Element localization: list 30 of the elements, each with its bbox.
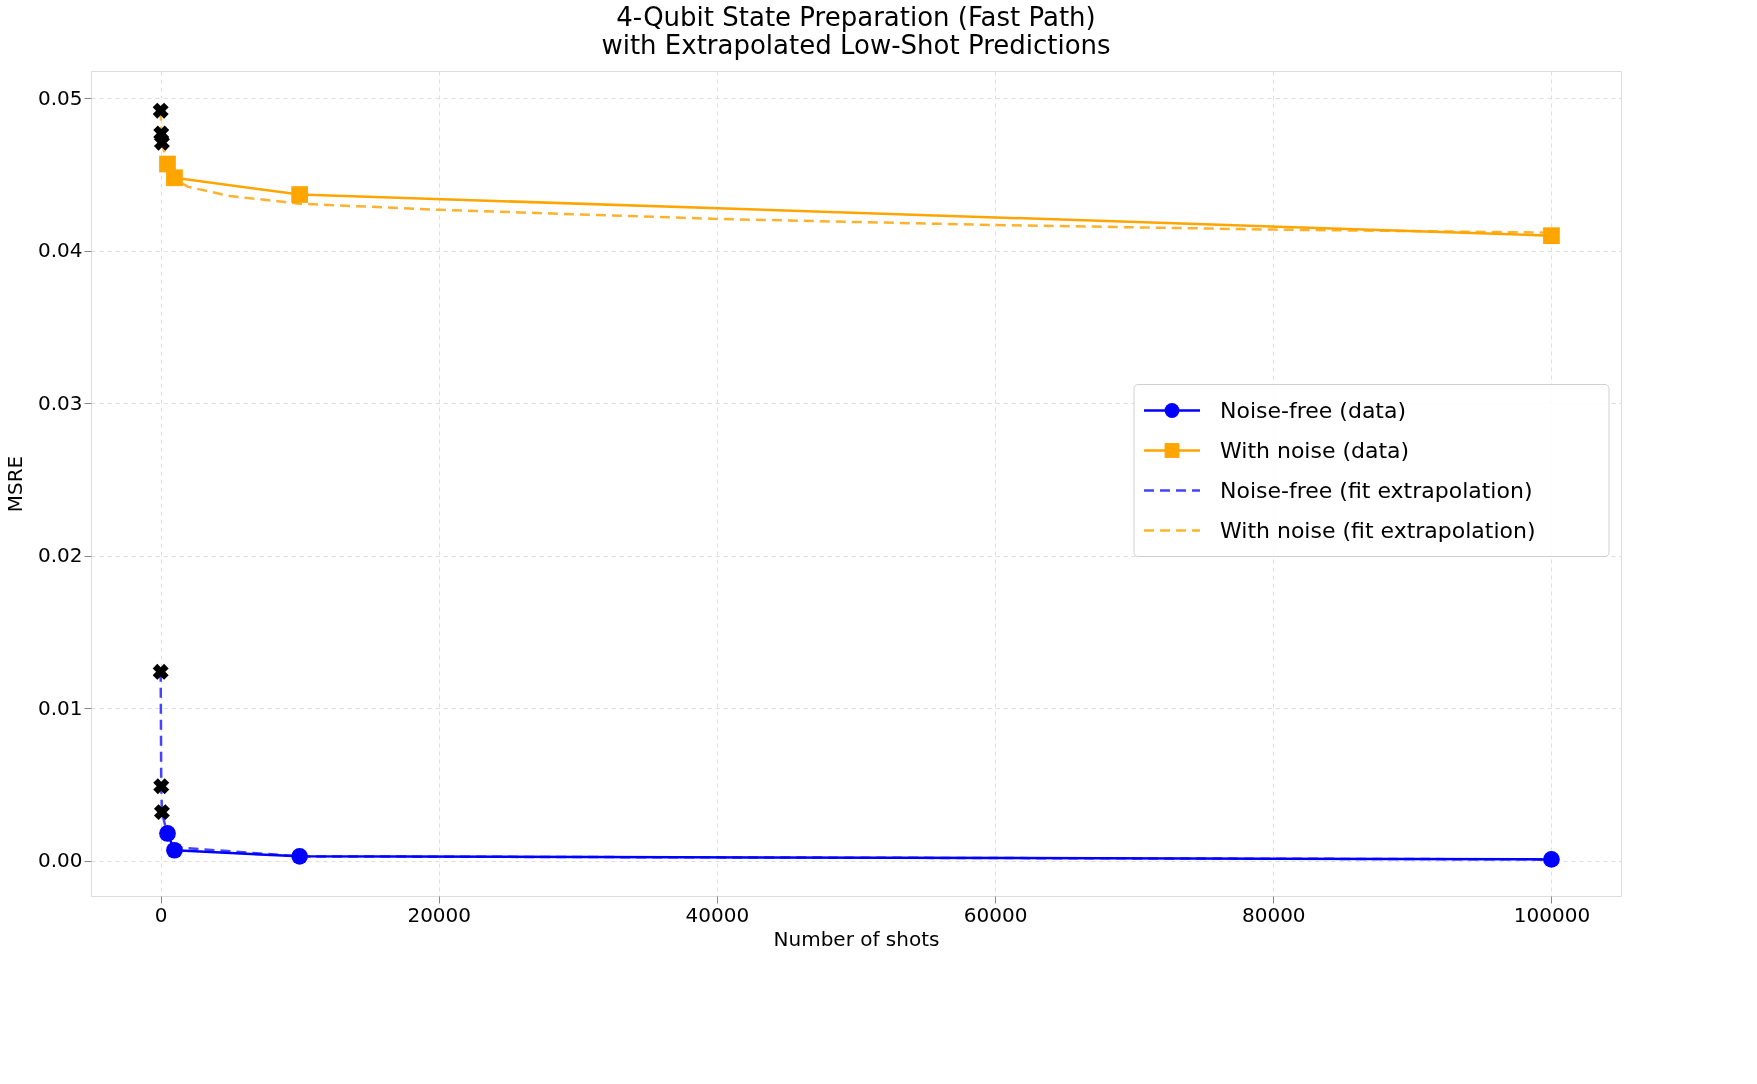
x-tick-label: 80000 (1241, 902, 1306, 927)
legend-label: With noise (fit extrapolation) (1220, 517, 1536, 543)
point (291, 848, 308, 865)
point (152, 102, 169, 119)
point (166, 841, 183, 859)
y-tick-label: 0.05 (37, 85, 83, 110)
point (153, 804, 170, 821)
point (1543, 851, 1560, 868)
point (166, 169, 183, 187)
x-tick-label: 0 (154, 902, 168, 927)
x-axis-title: Number of shots (773, 926, 940, 951)
x-tick-label: 20000 (407, 902, 472, 927)
y-tick-label: 0.02 (37, 543, 83, 568)
y-axis-title: MSRE (2, 455, 27, 513)
legend-label: Noise-free (data) (1220, 397, 1407, 423)
point (159, 825, 176, 842)
x-tick-label: 60000 (963, 902, 1028, 927)
x-tick-label: 100000 (1513, 902, 1591, 927)
legend-label: With noise (data) (1220, 437, 1410, 463)
point (291, 186, 308, 203)
y-tick-label: 0.03 (37, 390, 83, 415)
x-tick-label: 40000 (685, 902, 750, 927)
y-tick-label: 0.04 (37, 238, 83, 263)
y-tick-label: 0.01 (37, 695, 83, 720)
legend-label: Noise-free (fit extrapolation) (1220, 477, 1533, 503)
point (152, 663, 169, 680)
chart-title: 4-Qubit State Preparation (Fast Path) with Extrapolated Low-Shot Predictions (601, 2, 1111, 60)
y-tick-label: 0.00 (37, 848, 83, 873)
point (153, 778, 170, 795)
point (1543, 227, 1560, 245)
